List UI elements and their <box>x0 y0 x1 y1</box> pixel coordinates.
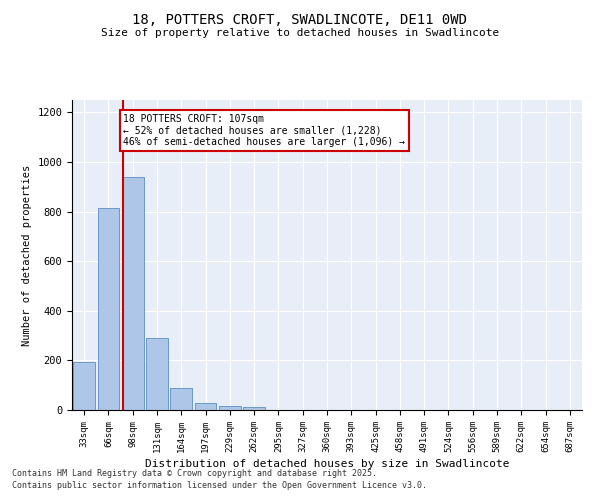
Text: 18 POTTERS CROFT: 107sqm
← 52% of detached houses are smaller (1,228)
46% of sem: 18 POTTERS CROFT: 107sqm ← 52% of detach… <box>124 114 406 147</box>
Bar <box>146 338 168 410</box>
Text: Contains HM Land Registry data © Crown copyright and database right 2025.: Contains HM Land Registry data © Crown c… <box>12 468 377 477</box>
Text: Size of property relative to detached houses in Swadlincote: Size of property relative to detached ho… <box>101 28 499 38</box>
Bar <box>122 177 143 410</box>
Bar <box>170 388 192 410</box>
Text: Contains public sector information licensed under the Open Government Licence v3: Contains public sector information licen… <box>12 481 427 490</box>
Bar <box>243 407 265 410</box>
Bar <box>194 403 217 410</box>
Y-axis label: Number of detached properties: Number of detached properties <box>22 164 32 346</box>
Bar <box>97 208 119 410</box>
Bar <box>219 406 241 410</box>
Bar <box>73 362 95 410</box>
X-axis label: Distribution of detached houses by size in Swadlincote: Distribution of detached houses by size … <box>145 459 509 469</box>
Text: 18, POTTERS CROFT, SWADLINCOTE, DE11 0WD: 18, POTTERS CROFT, SWADLINCOTE, DE11 0WD <box>133 12 467 26</box>
